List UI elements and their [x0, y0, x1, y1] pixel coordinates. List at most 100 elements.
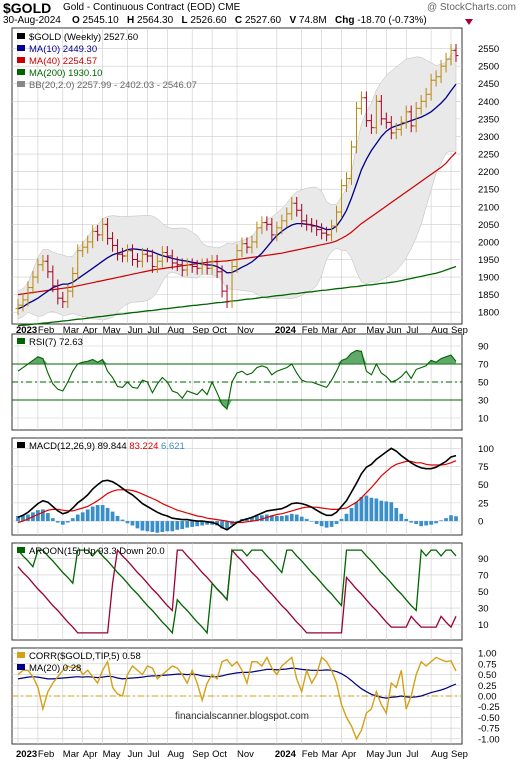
macd-histogram-bar: [36, 510, 40, 522]
macd-histogram-bar: [95, 505, 100, 522]
macd-histogram-bar: [299, 516, 304, 522]
macd-line: [17, 447, 457, 531]
legend-swatch-ma40: [17, 57, 25, 63]
corr-tick-label: -1.00: [478, 734, 500, 745]
macd-histogram-bar: [250, 517, 254, 522]
price-tick-label: 2000: [478, 237, 499, 248]
macd-histogram-bar: [90, 506, 95, 522]
rsi-line: [17, 349, 457, 411]
corr-ma-legend-swatch: [17, 664, 25, 670]
macd-histogram-bar: [21, 515, 25, 522]
macd-histogram-bar: [190, 521, 195, 527]
macd-histogram-bar: [334, 521, 339, 524]
macd-histogram-bar: [170, 521, 175, 532]
macd-histogram-bar: [60, 521, 65, 525]
x-axis-top-label: Sep: [451, 325, 468, 336]
legend-ma40: MA(40) 2254.57: [29, 56, 97, 67]
volume-value: 74.8M: [298, 15, 327, 26]
macd-histogram-bar: [284, 515, 289, 522]
price-tick-label: 2400: [478, 97, 499, 108]
x-axis-top-label: Feb: [302, 325, 318, 336]
macd-histogram-bar: [274, 515, 279, 522]
macd-histogram-bar: [404, 518, 409, 522]
macd-histogram-bar: [205, 521, 210, 525]
open-value: 2545.10: [82, 15, 119, 26]
aroon-tick-label: 70: [478, 570, 489, 581]
price-tick-label: 2550: [478, 44, 499, 55]
price-tick-label: 1900: [478, 273, 499, 284]
change-label: Chg: [335, 15, 355, 26]
macd-histogram-bar: [319, 521, 324, 527]
macd-histogram-bar: [399, 513, 404, 522]
x-axis-bottom-label: Nov: [237, 749, 254, 760]
price-tick-label: 2200: [478, 167, 499, 178]
macd-histogram-bar: [175, 521, 180, 530]
x-axis-bottom-label: Aug: [431, 749, 448, 760]
x-axis-top-label: Apr: [83, 325, 98, 336]
macd-histogram-bar: [294, 514, 299, 522]
macd-histogram-bar: [394, 507, 399, 522]
macd-histogram-bar: [16, 515, 20, 522]
macd-histogram-bar: [379, 500, 384, 522]
quote-line: 30-Aug-2024 O 2545.10 H 2564.30 L 2526.6…: [3, 15, 427, 26]
price-tick-label: 2150: [478, 185, 499, 196]
macd-histogram-bar: [120, 519, 125, 522]
macd-histogram-bar: [135, 521, 140, 529]
volume-label: V: [289, 15, 297, 26]
close-label: C: [234, 15, 243, 26]
macd-legend-swatch: [17, 442, 25, 448]
macd-histogram-bar: [200, 521, 205, 526]
rsi-overbought-area: [18, 350, 456, 364]
legend-price: $GOLD (Weekly) 2527.60: [29, 32, 138, 43]
x-axis-top-label: Aug: [167, 325, 184, 336]
aroon-tick-label: 90: [478, 554, 489, 565]
x-axis-top-label: Aug: [431, 325, 448, 336]
macd-histogram-bar: [55, 521, 60, 523]
price-tick-label: 1950: [478, 255, 499, 266]
quote-date: 30-Aug-2024: [3, 15, 61, 26]
macd-histogram-bar: [444, 518, 448, 522]
corr-tick-label: 1.00: [478, 649, 497, 660]
x-axis-top-label: Jul: [147, 325, 159, 336]
macd-histogram-bar: [374, 498, 379, 522]
corr-tick-label: -0.25: [478, 702, 500, 713]
macd-histogram-bar: [41, 509, 45, 522]
price-tick-label: 2500: [478, 62, 499, 73]
x-axis-top-label: Feb: [38, 325, 54, 336]
price-tick-label: 2300: [478, 132, 499, 143]
close-value: 2527.60: [244, 15, 282, 26]
x-axis-top-label: Jun: [128, 325, 143, 336]
macd-histogram-bar: [105, 507, 110, 522]
aroon-tick-label: 10: [478, 620, 489, 631]
x-axis-bottom-label: Apr: [83, 749, 98, 760]
corr-ma-legend: MA(20) 0.28: [29, 663, 81, 674]
macd-histogram-bar: [110, 511, 115, 522]
watermark-text: financialscanner.blogspot.com: [175, 711, 309, 722]
x-axis-bottom-label: Aug: [167, 749, 184, 760]
x-axis-bottom-label: 2024: [275, 749, 297, 760]
x-axis-bottom-label: Jul: [406, 749, 418, 760]
corr-tick-label: 0.75: [478, 659, 497, 670]
macd-histogram-bar: [195, 521, 200, 527]
macd-tick-label: 75: [478, 462, 489, 473]
macd-histogram-bar: [439, 520, 443, 522]
change-value: -18.70 (-0.73%): [357, 15, 427, 26]
macd-histogram-bar: [354, 502, 359, 522]
macd-histogram-bar: [45, 513, 50, 522]
rsi-legend-swatch: [17, 338, 25, 344]
corr-tick-label: -0.50: [478, 713, 500, 724]
x-axis-bottom-label: Sep: [192, 749, 209, 760]
chart-subtitle: Gold - Continuous Contract (EOD) CME: [63, 2, 241, 13]
x-axis-bottom-label: Sep: [451, 749, 468, 760]
macd-histogram-bar: [145, 521, 150, 532]
price-tick-label: 2350: [478, 114, 499, 125]
price-tick-label: 1850: [478, 290, 499, 301]
rsi-tick-label: 10: [478, 414, 489, 425]
corr-tick-label: 0.00: [478, 692, 497, 703]
x-axis-top-label: 2023: [16, 325, 37, 336]
macd-histogram-bar: [454, 516, 458, 522]
corr-line: [17, 655, 457, 741]
rsi-tick-label: 30: [478, 396, 489, 407]
x-axis-top-label: May: [103, 325, 121, 336]
